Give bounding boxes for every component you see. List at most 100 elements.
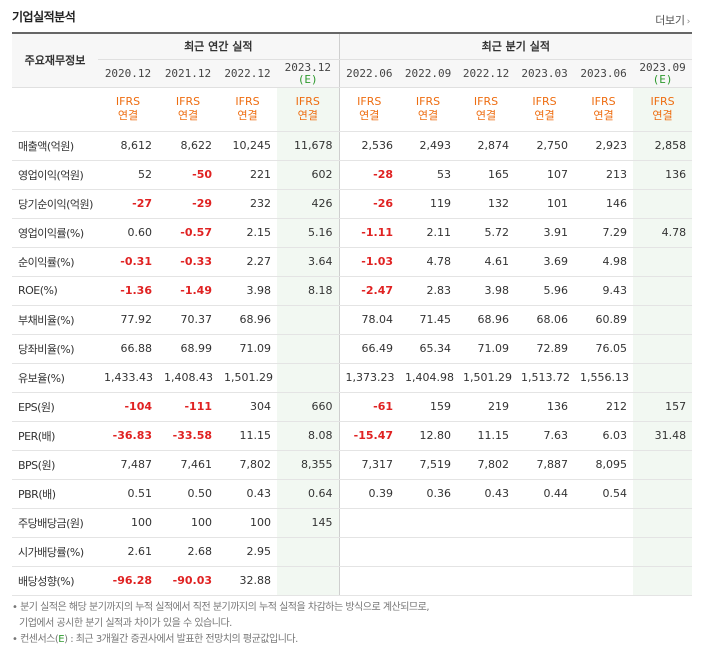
table-cell	[277, 537, 340, 567]
table-cell	[633, 537, 693, 567]
table-cell: 5.72	[457, 217, 516, 248]
more-link-label: 더보기	[655, 14, 685, 27]
table-cell	[277, 363, 340, 393]
table-cell	[633, 334, 693, 364]
table-cell	[633, 305, 693, 335]
table-cell: -1.03	[338, 247, 400, 277]
row-label: 당좌비율(%)	[12, 334, 98, 364]
table-cell: 31.48	[633, 421, 693, 451]
period-header: 2023.09 (E)	[633, 59, 693, 88]
row-label: ROE(%)	[12, 276, 98, 306]
basis-scope: 연결	[593, 109, 614, 122]
accounting-basis: IFRS 연결	[399, 87, 458, 132]
period-date: 2023.03	[521, 66, 568, 80]
table-cell: 219	[457, 391, 516, 422]
table-cell: 0.43	[457, 479, 516, 509]
table-cell	[399, 507, 458, 538]
period-date: 2020.12	[104, 66, 152, 80]
accounting-basis: IFRS 연결	[218, 87, 277, 132]
table-cell: 0.60	[98, 217, 158, 248]
row-label: 당기순이익(억원)	[12, 189, 98, 219]
table-row: 순이익률(%) -0.31 -0.33 2.27 3.64 -1.03 4.78 4.61 3.…	[12, 247, 693, 277]
row-label: PBR(배)	[12, 479, 98, 509]
table-cell: 2.15	[218, 217, 277, 248]
period-header: 2023.12 (E)	[277, 59, 340, 88]
table-cell: 71.09	[218, 334, 277, 364]
table-cell: 101	[515, 189, 575, 219]
table-cell: 8,622	[158, 131, 218, 161]
table-cell: 6.03	[574, 421, 634, 451]
table-cell: 7.29	[574, 217, 634, 248]
table-cell: -28	[338, 160, 400, 190]
more-link[interactable]: 더보기 ›	[655, 12, 690, 28]
table-cell: 159	[399, 391, 458, 422]
accounting-basis: IFRS 연결	[98, 87, 158, 132]
table-cell: 0.50	[158, 479, 218, 509]
basis-scope: 연결	[652, 109, 673, 122]
table-cell: 2,750	[515, 131, 575, 161]
table-cell: 3.69	[515, 247, 575, 277]
footnote-quarter-calc-cont: 기업에서 공시한 분기 실적과 차이가 있을 수 있습니다.	[19, 618, 232, 629]
table-cell	[574, 566, 634, 596]
table-cell: -36.83	[98, 421, 158, 451]
basis-scope: 연결	[117, 109, 139, 122]
table-cell: -61	[338, 391, 400, 422]
table-cell: 146	[574, 189, 634, 219]
table-cell: 2,536	[338, 131, 400, 161]
table-cell: -27	[98, 189, 158, 219]
accounting-basis: IFRS 연결	[633, 87, 693, 132]
period-date: 2023.09	[639, 60, 686, 74]
table-cell: 2,858	[633, 131, 693, 161]
basis-scope: 연결	[297, 109, 318, 122]
table-cell	[633, 507, 693, 538]
table-row: 매출액(억원) 8,612 8,622 10,245 11,678 2,536 2,493 2…	[12, 131, 693, 161]
table-cell	[515, 507, 575, 538]
row-label: 주당배당금(원)	[12, 507, 98, 538]
period-date: 2021.12	[164, 66, 212, 80]
table-cell: -26	[338, 189, 400, 219]
table-row: 배당성향(%) -96.28 -90.03 32.88	[12, 566, 693, 596]
table-cell: 9.43	[574, 276, 634, 306]
basis-row-spacer	[12, 87, 98, 132]
financial-table: 주요재무정보 최근 연간 실적 최근 분기 실적 2020.12 2021.12 2…	[12, 32, 693, 596]
table-cell: 77.92	[98, 305, 158, 335]
table-cell: 107	[515, 160, 575, 190]
table-cell: 10,245	[218, 131, 277, 161]
accounting-basis: IFRS 연결	[158, 87, 218, 132]
table-cell	[633, 566, 693, 596]
table-cell: 66.49	[338, 334, 400, 364]
table-cell: 602	[277, 160, 340, 190]
table-cell	[277, 305, 340, 335]
accounting-basis: IFRS 연결	[515, 87, 575, 132]
row-label: 시가배당률(%)	[12, 537, 98, 567]
table-cell: 157	[633, 391, 693, 422]
table-cell: 32.88	[218, 566, 277, 596]
table-cell: 221	[218, 160, 277, 190]
table-cell: 660	[277, 391, 340, 422]
basis-scope: 연결	[417, 109, 439, 122]
table-cell: 65.34	[399, 334, 458, 364]
table-cell: 232	[218, 189, 277, 219]
accounting-basis: IFRS 연결	[574, 87, 634, 132]
table-cell: 1,501.29	[457, 363, 516, 393]
row-label: PER(배)	[12, 421, 98, 451]
table-cell: 4.78	[633, 217, 693, 248]
basis-standard: IFRS	[473, 95, 499, 108]
table-cell: 132	[457, 189, 516, 219]
period-date: 2022.12	[462, 66, 510, 80]
table-cell: -29	[158, 189, 218, 219]
table-cell: 2,874	[457, 131, 516, 161]
table-cell: 0.44	[515, 479, 575, 509]
table-cell: 1,501.29	[218, 363, 277, 393]
table-cell: 78.04	[338, 305, 400, 335]
table-cell: -1.36	[98, 276, 158, 306]
row-label: 유보율(%)	[12, 363, 98, 393]
table-cell	[338, 566, 400, 596]
table-cell: 2,493	[399, 131, 458, 161]
table-cell	[574, 537, 634, 567]
table-cell: 2.11	[399, 217, 458, 248]
table-cell	[338, 537, 400, 567]
row-label: 영업이익률(%)	[12, 217, 98, 248]
table-cell: 426	[277, 189, 340, 219]
table-cell	[515, 566, 575, 596]
